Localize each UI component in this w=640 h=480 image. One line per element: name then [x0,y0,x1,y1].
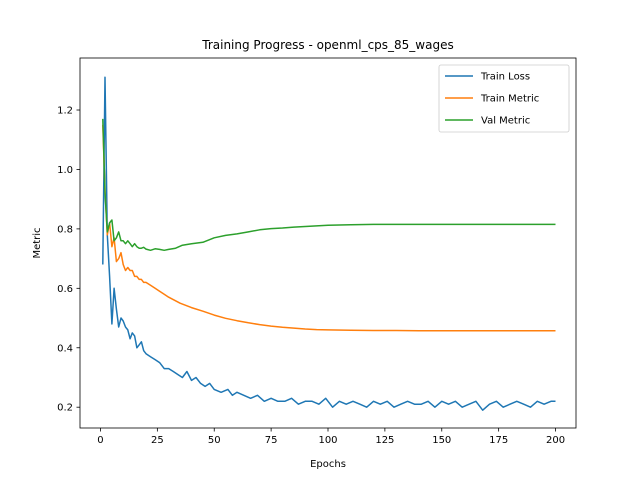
series-line-2 [102,118,556,252]
legend-entry-1: Train Metric [480,94,539,105]
x-tick-label: 75 [265,435,278,446]
x-tick-label: 125 [375,435,394,446]
x-tick-label: 100 [318,435,337,446]
y-tick-label: 0.2 [57,403,73,414]
legend-box [438,64,570,133]
y-tick-label: 0.4 [57,343,73,354]
series-line-1 [102,124,556,332]
x-tick-label: 200 [546,435,565,446]
x-tick-label: 175 [489,435,508,446]
x-tick-label: 150 [432,435,451,446]
series-line-0 [102,76,556,411]
x-tick-label: 50 [208,435,221,446]
series-lines [102,76,556,411]
x-axis-label: Epochs [310,459,346,470]
y-axis-label: Metric [32,227,43,258]
legend: Train Loss Train Metric Val Metric [438,64,570,133]
chart-title: Training Progress - openml_cps_85_wages [201,38,453,52]
y-axis-ticks: 0.2 0.4 0.6 0.8 1.0 1.2 [57,106,80,414]
x-tick-label: 0 [97,435,103,446]
x-tick-label: 25 [151,435,164,446]
legend-entry-2: Val Metric [481,116,530,127]
y-tick-label: 1.2 [57,106,73,117]
x-axis-ticks: 0 25 50 75 100 125 150 175 200 [97,428,565,446]
y-tick-label: 0.8 [57,224,73,235]
y-tick-label: 1.0 [57,165,73,176]
legend-entry-0: Train Loss [480,72,530,83]
y-tick-label: 0.6 [57,284,73,295]
